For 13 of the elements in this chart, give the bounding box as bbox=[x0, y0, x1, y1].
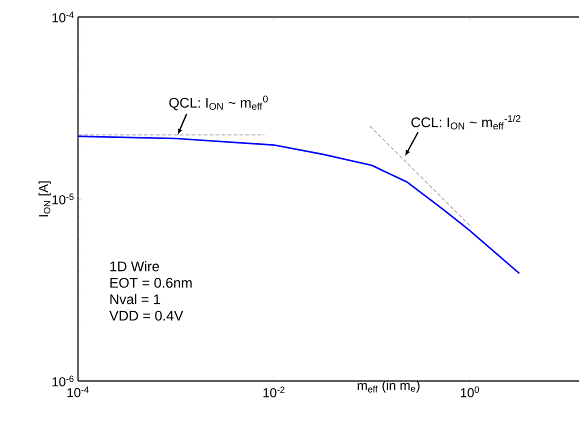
y-tick-label: 10$^{-5}$ bbox=[52, 194, 74, 204]
annotation: CCL: I$_{ON}$ ~ m$_{eff}$-1/2 bbox=[411, 114, 520, 130]
x-tick-label: 10$^{-2}$ bbox=[263, 386, 284, 398]
annotation: 1D Wire bbox=[110, 261, 159, 272]
annotation: QCL: I$_{ON}$ ~ m$_{eff}$0 bbox=[169, 96, 268, 110]
x-tick-label: 10$^{0}$ bbox=[460, 386, 479, 398]
annotation: EOT = 0.6nm bbox=[110, 278, 192, 288]
y-tick-label: 10$^{-4}$ bbox=[52, 12, 74, 22]
x-tick-label: 10$^{-4}$ bbox=[67, 386, 89, 398]
y-axis-title: I$_{ON}$ [A] bbox=[38, 181, 51, 216]
annotation: VDD = 0.4V bbox=[109, 310, 184, 321]
y-tick-label: 10$^{-6}$ bbox=[52, 376, 74, 386]
annotation: Nval = 1 bbox=[110, 294, 160, 304]
